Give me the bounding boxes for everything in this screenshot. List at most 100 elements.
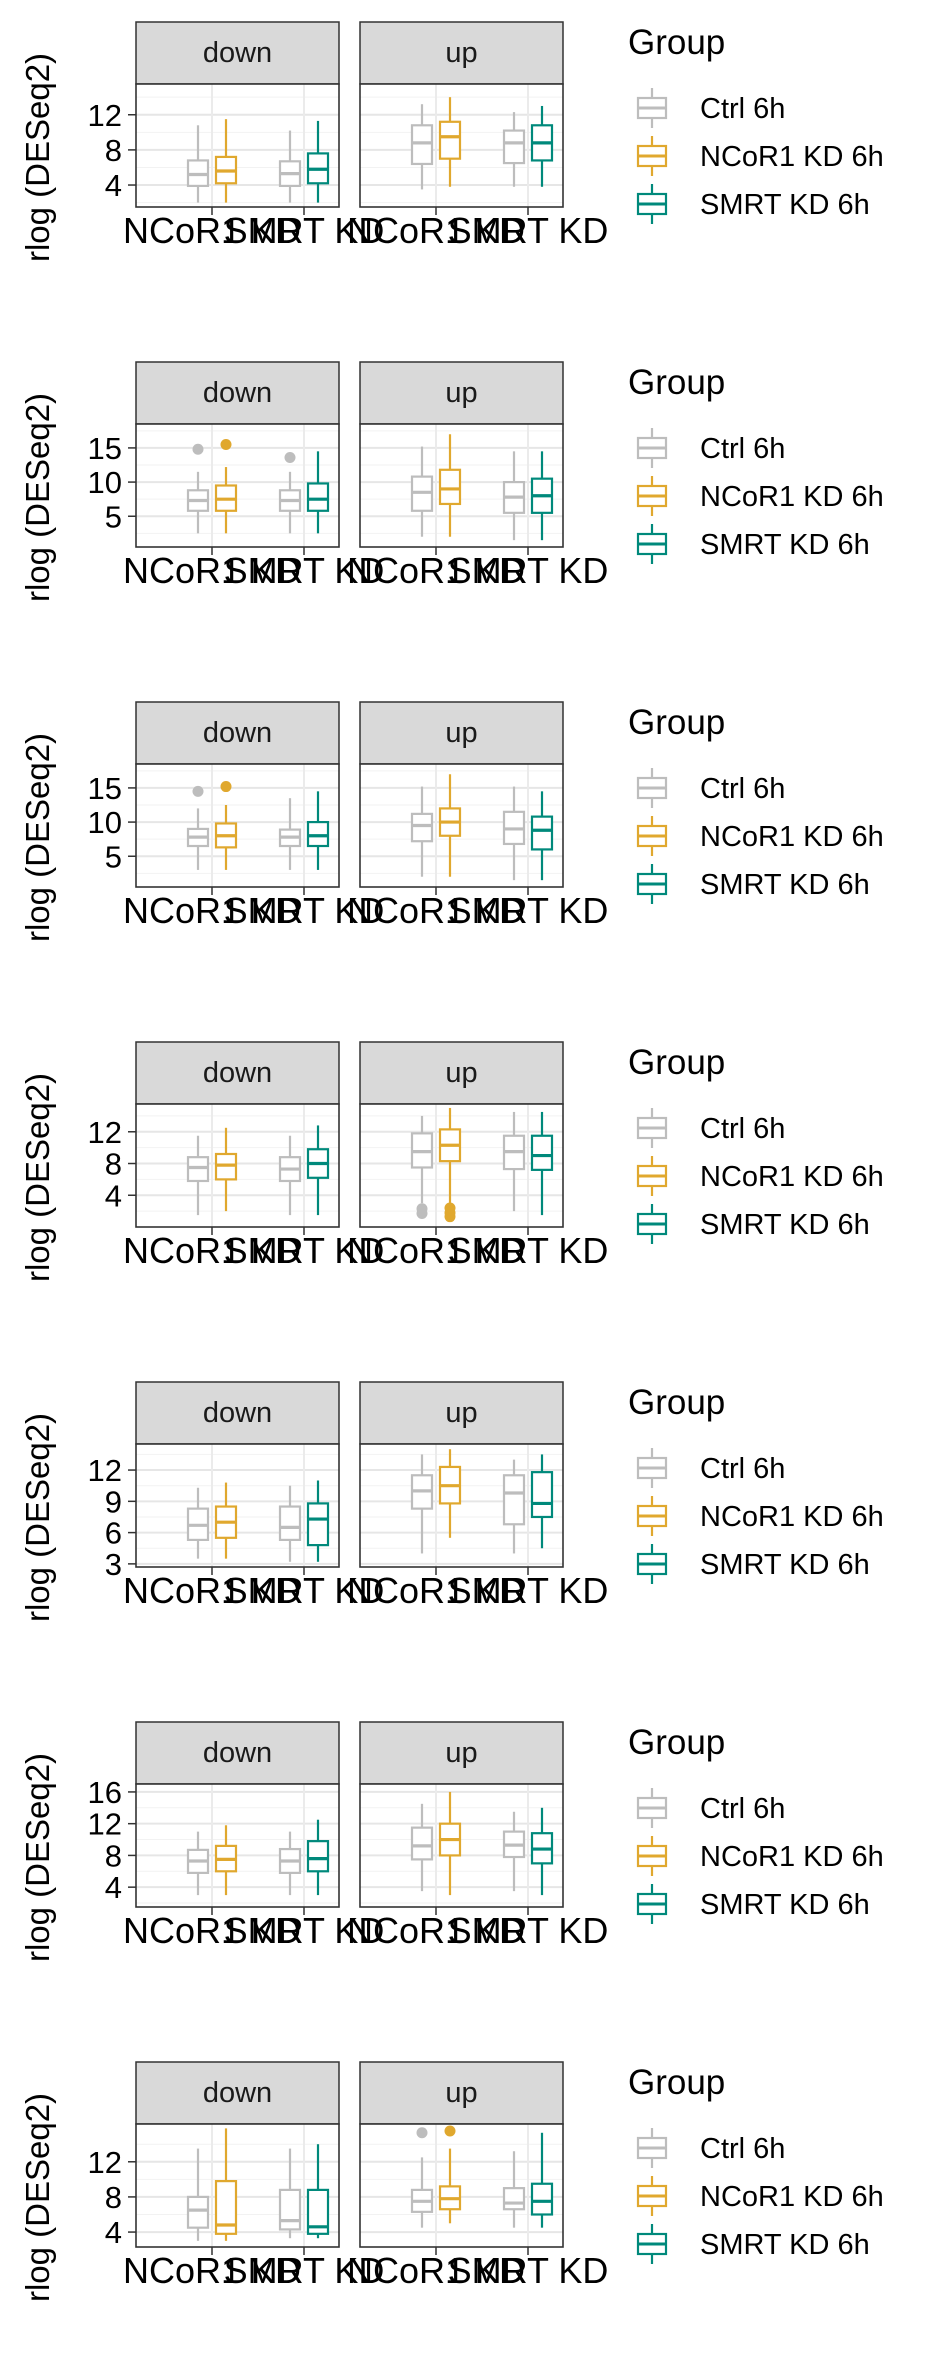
box-smrt-kd-6h (530, 1807, 554, 1896)
legend-label: NCoR1 KD 6h (700, 1161, 884, 1193)
box-marks (186, 1819, 330, 1896)
box-ctrl-6h (410, 2127, 434, 2228)
facet-strip (135, 2061, 340, 2125)
outlier-point (220, 439, 232, 450)
box-ctrl-6h (410, 1803, 434, 1892)
box-marks (410, 97, 554, 190)
box-marks (410, 434, 554, 541)
box-smrt-kd-6h (530, 1454, 554, 1549)
box-marks (186, 2128, 330, 2241)
box-smrt-kd-6h (306, 791, 330, 870)
y-axis-title: rlog (DESeq2) (19, 733, 56, 942)
facet-strip-label: down (203, 1397, 272, 1429)
y-tick-label: 9 (105, 1484, 122, 1519)
legend: Group Ctrl 6h NCoR1 KD 6h SMRT KD 6h (628, 2063, 884, 2264)
legend-label: Ctrl 6h (700, 1793, 785, 1825)
legend-label: NCoR1 KD 6h (700, 481, 884, 513)
legend-label: SMRT KD 6h (700, 2229, 870, 2261)
panel-background (360, 1444, 563, 1567)
box-ctrl-6h (278, 798, 302, 870)
box-iqr (306, 482, 330, 512)
y-tick-label: 5 (105, 499, 122, 534)
box-ncor1-kd-6h (438, 2125, 462, 2224)
outlier-point (444, 2125, 456, 2137)
y-tick-label: 15 (88, 431, 122, 466)
legend-label: NCoR1 KD 6h (700, 821, 884, 853)
y-axis-title: rlog (DESeq2) (19, 1073, 56, 1282)
panel-grid (360, 1444, 563, 1567)
box-iqr (438, 468, 462, 506)
panel-grid (136, 1784, 339, 1907)
panel-border (359, 83, 564, 208)
panel-grid (136, 424, 339, 547)
facet-strip (135, 701, 340, 765)
legend-key-1 (636, 1788, 668, 1828)
legend-key-3 (636, 524, 668, 564)
box-iqr (306, 820, 330, 848)
panel-grid (360, 764, 563, 887)
box-ctrl-6h (186, 1135, 210, 1216)
panel-border (135, 1783, 340, 1908)
y-tick-label: 8 (105, 133, 122, 168)
facet-strip (135, 21, 340, 85)
box-ncor1-kd-6h (214, 1482, 238, 1559)
x-tick-label: SMRT KD (448, 1230, 609, 1271)
box-iqr (530, 1471, 554, 1519)
facet-strip-label: down (203, 1057, 272, 1089)
x-tick-label: NCoR1 KD (347, 1910, 525, 1951)
y-axis-title: rlog (DESeq2) (19, 1413, 56, 1622)
y-axis-title: rlog (DESeq2) (19, 53, 56, 262)
legend-label: Ctrl 6h (700, 2133, 785, 2165)
facet-strip-label: up (445, 1057, 477, 1089)
panel-grid (360, 1784, 563, 1907)
panel-border (135, 763, 340, 888)
legend-key-1 (636, 768, 668, 808)
box-iqr (306, 1502, 330, 1547)
box-ctrl-6h (410, 1115, 434, 1220)
box-ctrl-6h (410, 1454, 434, 1554)
box-ctrl-6h (278, 2148, 302, 2239)
y-tick-label: 10 (88, 465, 122, 500)
box-ctrl-6h (278, 130, 302, 203)
legend-title: Group (628, 363, 725, 402)
panel-grid (136, 1104, 339, 1227)
box-ncor1-kd-6h (214, 1825, 238, 1896)
box-smrt-kd-6h (306, 451, 330, 534)
box-marks (410, 1449, 554, 1554)
outlier-point (220, 781, 232, 793)
panel-background (136, 1444, 339, 1567)
y-tick-label: 12 (88, 1453, 122, 1488)
box-marks (186, 1480, 330, 1562)
panel-grid (136, 1444, 339, 1567)
legend: Group Ctrl 6h NCoR1 KD 6h SMRT KD 6h (628, 1043, 884, 1244)
facet-strip (359, 361, 564, 425)
y-tick-label: 12 (88, 1115, 122, 1150)
legend-label: Ctrl 6h (700, 433, 785, 465)
facet-strip-label: down (203, 2077, 272, 2109)
panel-background (360, 84, 563, 207)
facet-strip-label: up (445, 1737, 477, 1769)
box-ctrl-6h (186, 2148, 210, 2241)
box-iqr (306, 2188, 330, 2235)
box-smrt-kd-6h (530, 451, 554, 541)
box-iqr (530, 2182, 554, 2216)
x-tick-label: SMRT KD (224, 890, 385, 931)
outlier-point (192, 443, 204, 455)
x-tick-label: SMRT KD (224, 1570, 385, 1611)
box-ctrl-6h (502, 451, 526, 541)
legend-label: SMRT KD 6h (700, 869, 870, 901)
box-ncor1-kd-6h (438, 97, 462, 187)
legend-key-1 (636, 428, 668, 468)
box-ctrl-6h (278, 1485, 302, 1562)
y-tick-label: 12 (88, 1807, 122, 1842)
